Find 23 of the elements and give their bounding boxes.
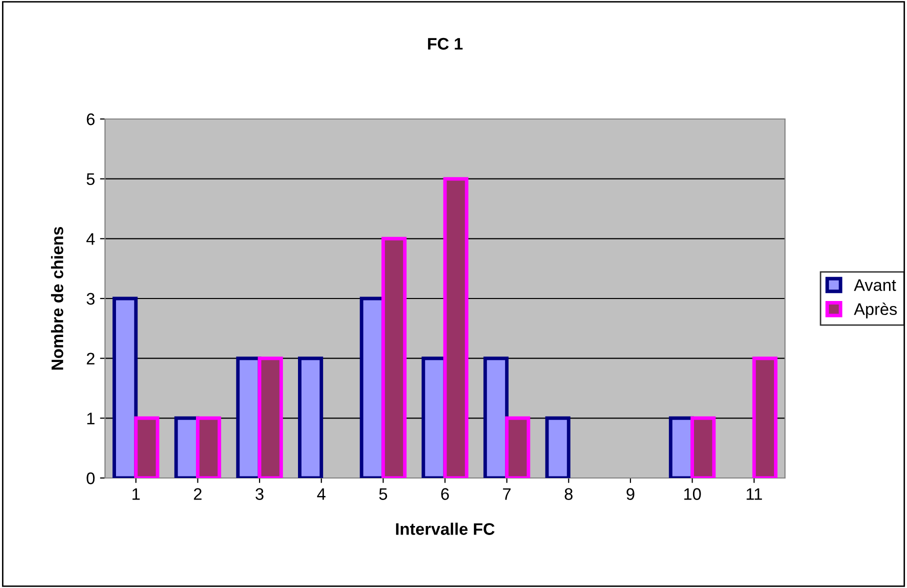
x-axis-title: Intervalle FC [396, 522, 495, 535]
x-tick-label: 3 [256, 488, 264, 500]
x-tick-label: 2 [194, 488, 202, 500]
x-tick-label: 1 [132, 488, 140, 500]
y-tick-label: 6 [86, 113, 95, 126]
legend-label: Avant [854, 279, 896, 291]
y-tick-label: 3 [86, 292, 95, 305]
x-tick-label: 7 [503, 488, 511, 500]
y-axis-title: Nombre de chiens [51, 226, 64, 370]
y-tick-label: 5 [86, 173, 95, 186]
x-tick-label: 6 [441, 488, 449, 500]
x-tick-label: 4 [317, 488, 326, 500]
x-tick-label: 5 [379, 488, 388, 500]
y-tick-label: 0 [86, 472, 95, 484]
y-tick-label: 2 [86, 352, 94, 364]
x-tick-label: 10 [684, 488, 701, 500]
y-tick-label: 4 [86, 233, 95, 245]
x-tick-label: 11 [746, 488, 762, 500]
y-tick-label: 1 [87, 412, 94, 424]
chart-title: FC 1 [428, 38, 463, 50]
legend-label: Après [854, 302, 897, 318]
x-tick-label: 9 [626, 488, 634, 500]
x-tick-label: 8 [564, 488, 573, 500]
